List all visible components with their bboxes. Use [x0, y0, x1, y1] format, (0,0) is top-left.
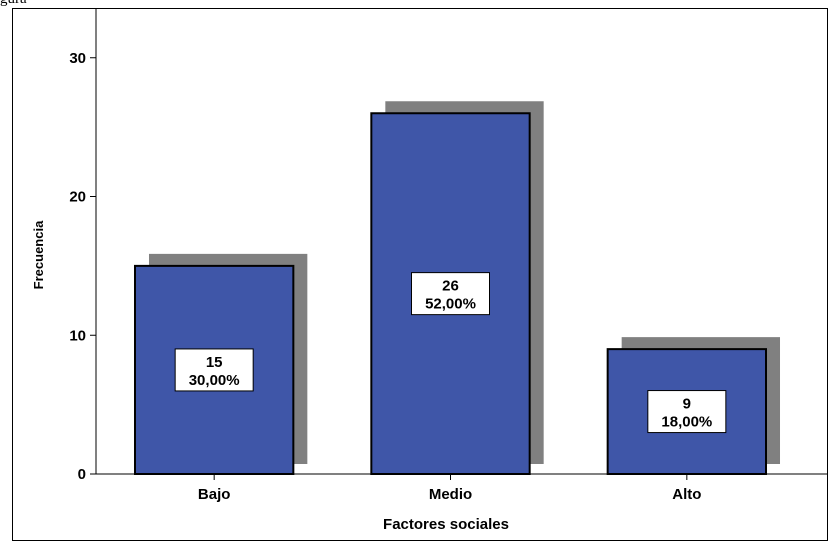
- bars: [133, 112, 768, 475]
- y-tick-label: 10: [69, 327, 86, 344]
- data-label-count: 26: [442, 278, 459, 295]
- data-label-box: [647, 390, 727, 434]
- data-label-percent: 18,00%: [661, 414, 712, 431]
- y-axis-title: Frecuencia: [31, 220, 46, 289]
- x-axis-title: Factores sociales: [383, 516, 509, 533]
- data-label-box: [411, 272, 490, 316]
- y-tick-label: 30: [69, 50, 86, 67]
- y-ticks: 0 10 20 30: [69, 50, 96, 483]
- axes: [95, 8, 827, 475]
- x-tick-label: Alto: [672, 486, 701, 503]
- data-label-percent: 52,00%: [425, 296, 476, 313]
- data-label-count: 9: [683, 396, 691, 413]
- data-label-count: 15: [206, 354, 223, 371]
- data-label-box: [174, 348, 254, 392]
- x-tick-label: Medio: [429, 486, 472, 503]
- y-tick-label: 20: [69, 189, 86, 206]
- y-tick-label: 0: [78, 466, 86, 483]
- corner-caption-fragment: gura: [0, 0, 27, 8]
- data-label-percent: 30,00%: [189, 372, 240, 389]
- x-tick-label: Bajo: [198, 486, 231, 503]
- x-ticks: Bajo Medio Alto: [198, 474, 701, 503]
